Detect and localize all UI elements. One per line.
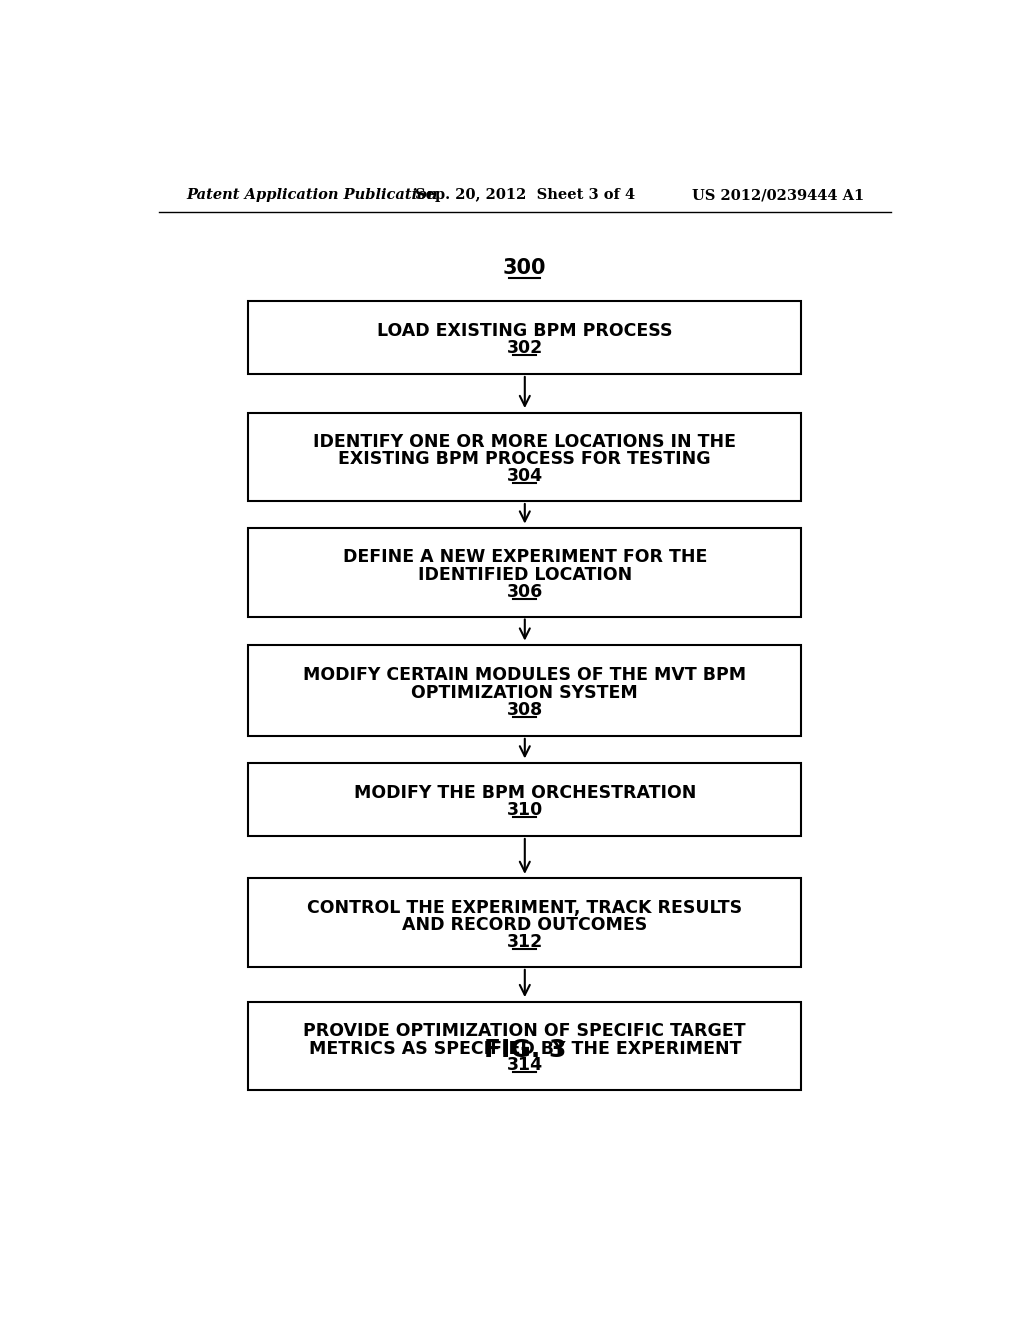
Text: PROVIDE OPTIMIZATION OF SPECIFIC TARGET: PROVIDE OPTIMIZATION OF SPECIFIC TARGET [303,1022,746,1040]
Bar [248,878,802,966]
Text: 312: 312 [507,933,543,952]
Text: AND RECORD OUTCOMES: AND RECORD OUTCOMES [402,916,647,935]
Text: MODIFY THE BPM ORCHESTRATION: MODIFY THE BPM ORCHESTRATION [353,784,696,803]
Text: LOAD EXISTING BPM PROCESS: LOAD EXISTING BPM PROCESS [377,322,673,341]
Text: 302: 302 [507,339,543,358]
Text: OPTIMIZATION SYSTEM: OPTIMIZATION SYSTEM [412,684,638,702]
Text: IDENTIFIED LOCATION: IDENTIFIED LOCATION [418,566,632,583]
Text: Sep. 20, 2012  Sheet 3 of 4: Sep. 20, 2012 Sheet 3 of 4 [415,189,635,202]
Bar [248,763,802,836]
Text: METRICS AS SPECIFIED BY THE EXPERIMENT: METRICS AS SPECIFIED BY THE EXPERIMENT [308,1040,741,1057]
Text: 300: 300 [503,257,547,277]
Text: 308: 308 [507,701,543,719]
Text: US 2012/0239444 A1: US 2012/0239444 A1 [692,189,864,202]
Text: FIG. 3: FIG. 3 [483,1038,566,1063]
Bar [248,413,802,502]
Text: 314: 314 [507,1056,543,1074]
Text: Patent Application Publication: Patent Application Publication [186,189,437,202]
Bar [248,1002,802,1090]
Text: 304: 304 [507,467,543,486]
Text: EXISTING BPM PROCESS FOR TESTING: EXISTING BPM PROCESS FOR TESTING [339,450,711,469]
Text: IDENTIFY ONE OR MORE LOCATIONS IN THE: IDENTIFY ONE OR MORE LOCATIONS IN THE [313,433,736,450]
Text: 310: 310 [507,801,543,820]
Text: 306: 306 [507,583,543,601]
Bar [248,528,802,616]
Text: MODIFY CERTAIN MODULES OF THE MVT BPM: MODIFY CERTAIN MODULES OF THE MVT BPM [303,667,746,685]
Text: DEFINE A NEW EXPERIMENT FOR THE: DEFINE A NEW EXPERIMENT FOR THE [343,548,707,566]
Text: CONTROL THE EXPERIMENT, TRACK RESULTS: CONTROL THE EXPERIMENT, TRACK RESULTS [307,899,742,916]
Bar [248,301,802,374]
Bar [248,645,802,737]
